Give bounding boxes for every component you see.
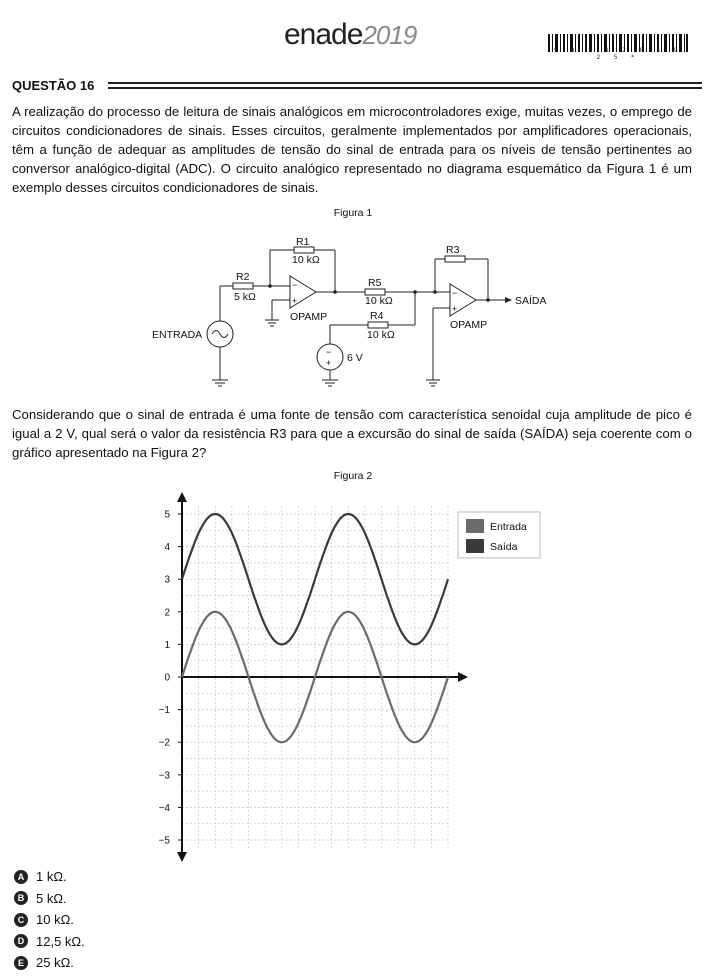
question-header: QUESTÃO 16: [12, 78, 702, 94]
opamp1-minus: −: [292, 280, 297, 290]
option-b-letter: B: [14, 891, 28, 906]
option-c[interactable]: C 10 kΩ.: [14, 909, 85, 931]
option-a-letter: A: [14, 869, 28, 884]
series-line-entrada: [180, 610, 450, 744]
y-tick-label: −1: [159, 705, 171, 716]
input-label: ENTRADA: [152, 329, 202, 341]
opamp2-minus: −: [452, 288, 457, 298]
question-title: QUESTÃO 16: [12, 78, 95, 93]
legend-swatch: [466, 519, 484, 533]
option-e-text: 25 kΩ.: [36, 955, 74, 971]
x-axis-arrow: [458, 672, 468, 682]
r2-name: R2: [236, 271, 250, 283]
barcode-number: * 8 1 1 2 0 1 9 2 5 *: [553, 47, 683, 61]
r5-value: 10 kΩ: [365, 295, 393, 307]
y-tick-label: 2: [164, 607, 170, 618]
y-tick-label: 5: [164, 510, 170, 521]
y-tick-label: 1: [164, 640, 170, 651]
opamp2-plus: +: [452, 304, 457, 314]
legend-label: Saída: [490, 541, 518, 553]
opamp1-label: OPAMP: [290, 311, 327, 323]
title-rule: [108, 82, 702, 89]
option-c-letter: C: [14, 912, 28, 927]
y-tick-label: −5: [159, 836, 171, 847]
opamp2-label: OPAMP: [450, 319, 487, 331]
source-plus: +: [326, 358, 331, 368]
series-line-saida: [180, 512, 450, 646]
y-tick-label: −2: [159, 738, 171, 749]
option-e-letter: E: [14, 955, 28, 970]
legend-swatch: [466, 539, 484, 553]
question-paragraph-2: Considerando que o sinal de entrada é um…: [12, 407, 692, 460]
output-label: SAÍDA: [515, 294, 547, 307]
y-tick-label: 3: [164, 575, 170, 586]
opamp1-plus: +: [292, 296, 297, 306]
option-c-text: 10 kΩ.: [36, 912, 74, 928]
y-axis-arrow-down: [177, 852, 187, 862]
source-minus: −: [326, 347, 331, 357]
option-a-text: 1 kΩ.: [36, 869, 67, 885]
question-paragraph-1: A realização do processo de leitura de s…: [12, 104, 692, 195]
option-d[interactable]: D 12,5 kΩ.: [14, 931, 85, 953]
circuit-diagram: R1 10 kΩ R2 5 kΩ R3 R5 10 kΩ R4 10 kΩ OP…: [152, 236, 547, 387]
legend-label: Entrada: [490, 521, 527, 533]
logo-main: enade: [284, 18, 363, 51]
r2-value: 5 kΩ: [234, 291, 256, 303]
y-tick-label: 4: [164, 542, 170, 553]
r3-name: R3: [446, 244, 460, 256]
y-axis-arrow-up: [177, 492, 187, 502]
barcode-icon: [548, 34, 688, 52]
r1-name: R1: [296, 236, 310, 248]
y-tick-label: −3: [159, 770, 171, 781]
source-value: 6 V: [347, 352, 363, 364]
r5-name: R5: [368, 277, 382, 289]
sine-chart: 5 4 3 2 1 0 −1 −2 −3 −4 −5 Entrada Saída: [159, 492, 541, 862]
r1-value: 10 kΩ: [292, 254, 320, 266]
figure1-caption: Figura 1: [333, 207, 373, 219]
option-d-text: 12,5 kΩ.: [36, 933, 85, 949]
option-a[interactable]: A 1 kΩ.: [14, 866, 85, 888]
page-header: enade2019 * 8 1 1 2 0 1 9 2 5 *: [0, 0, 706, 61]
y-tick-label: −4: [159, 803, 171, 814]
option-e[interactable]: E 25 kΩ.: [14, 952, 85, 974]
option-b[interactable]: B 5 kΩ.: [14, 888, 85, 910]
r4-value: 10 kΩ: [367, 329, 395, 341]
option-b-text: 5 kΩ.: [36, 890, 67, 906]
enade-logo: enade2019: [284, 18, 417, 52]
option-d-letter: D: [14, 934, 28, 949]
logo-year: 2019: [362, 20, 417, 50]
y-tick-label: 0: [164, 673, 170, 684]
answer-options: A 1 kΩ. B 5 kΩ. C 10 kΩ. D 12,5 kΩ. E 25 kΩ.: [14, 866, 85, 974]
figure2-caption: Figura 2: [333, 470, 373, 482]
r4-name: R4: [370, 310, 384, 322]
